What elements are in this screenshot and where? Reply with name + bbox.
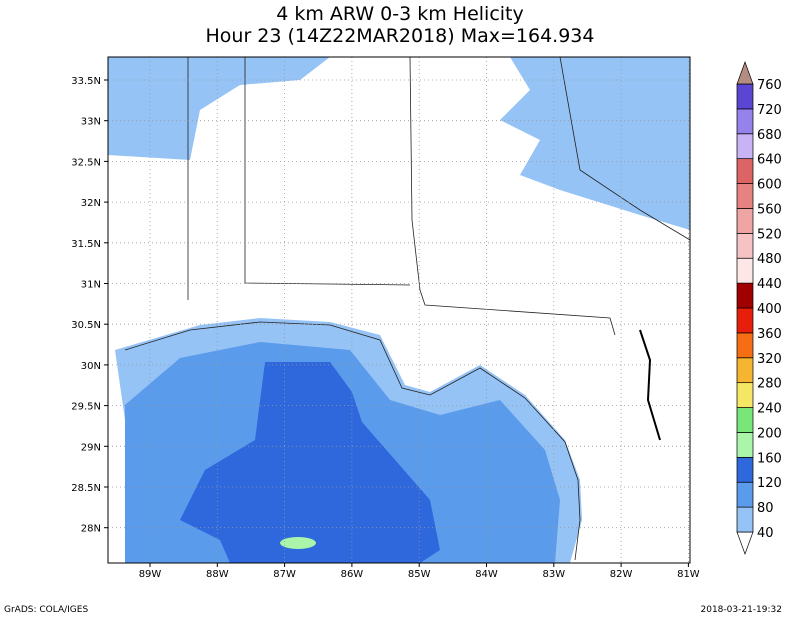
frame: [107, 56, 691, 564]
colorbar-label: 360: [757, 327, 782, 342]
colorbar-label: 560: [757, 202, 782, 217]
colorbar-label: 240: [757, 402, 782, 417]
lat-label: 29N: [81, 442, 101, 453]
lon-label: 87W: [273, 569, 296, 580]
lon-label: 86W: [341, 569, 364, 580]
colorbar-box: [736, 432, 754, 458]
lat-label: 30N: [81, 361, 101, 372]
lat-label: 32.5N: [71, 157, 101, 168]
lat-label: 30.5N: [71, 320, 101, 331]
colorbar-box: [736, 407, 754, 433]
colorbar-box: [736, 232, 754, 259]
colorbar: 40 80 120 160 200 240 280 320 360 400 440 480 520 560…: [736, 60, 782, 556]
lat-label: 31.5N: [71, 239, 101, 250]
colorbar-box: [736, 158, 754, 184]
shade-ne: [500, 57, 690, 230]
colorbar-box: [736, 506, 754, 533]
borders: [124, 56, 691, 561]
lat-label: 28N: [81, 524, 101, 535]
lon-label: 85W: [408, 569, 431, 580]
colorbar-label: 400: [757, 302, 782, 317]
lon-label: 88W: [206, 569, 229, 580]
colorbar-label: 760: [757, 78, 782, 93]
footer-left: GrADS: COLA/IGES: [4, 605, 88, 615]
lat-label: 32N: [81, 198, 101, 209]
shade-max: [280, 537, 316, 549]
lon-label: 82W: [610, 569, 633, 580]
colorbar-box: [736, 208, 754, 234]
colorbar-box: [736, 456, 754, 483]
colorbar-label: 720: [757, 103, 782, 118]
colorbar-box: [736, 282, 754, 309]
lat-label: 28.5N: [71, 483, 101, 494]
shade-core: [180, 362, 440, 563]
colorbar-box: [736, 183, 754, 209]
colorbar-label: 680: [757, 128, 782, 143]
lon-label: 81W: [677, 569, 700, 580]
river: [639, 329, 661, 441]
graticule: [108, 57, 690, 563]
colorbar-label: 640: [757, 153, 782, 168]
colorbar-high: [736, 60, 754, 85]
colorbar-box: [736, 257, 754, 284]
colorbar-box: [736, 108, 754, 135]
colorbar-label: 160: [757, 451, 782, 466]
subtitle: Hour 23 (14Z22MAR2018) Max=164.934: [206, 25, 595, 47]
lat-label: 33.5N: [71, 76, 101, 87]
colorbar-label: 600: [757, 178, 782, 193]
colorbar-box: [736, 133, 754, 160]
lon-label: 89W: [139, 569, 162, 580]
colorbar-low: [736, 531, 754, 556]
lon-label: 84W: [475, 569, 498, 580]
colorbar-box: [736, 307, 754, 334]
footer-right: 2018-03-21-19:32: [701, 605, 783, 615]
colorbar-label: 280: [757, 377, 782, 392]
colorbar-label: 320: [757, 352, 782, 367]
colorbar-label: 80: [757, 501, 774, 516]
colorbar-label: 520: [757, 227, 782, 242]
colorbar-label: 120: [757, 476, 782, 491]
map: [107, 56, 691, 564]
lat-label: 33N: [81, 117, 101, 128]
lat-label: 29.5N: [71, 402, 101, 413]
colorbar-box: [736, 382, 754, 408]
colorbar-box: [736, 357, 754, 384]
colorbar-box: [736, 481, 754, 508]
colorbar-box: [736, 332, 754, 359]
title: 4 km ARW 0-3 km Helicity: [276, 3, 524, 25]
shade-nw: [108, 57, 330, 160]
lon-label: 83W: [542, 569, 565, 580]
colorbar-box: [736, 83, 754, 110]
colorbar-label: 200: [757, 426, 782, 441]
lat-label: 31N: [81, 280, 101, 291]
axes: 33.5N 33N 32.5N 32N 31.5N 31N 30.5N 30N 29.5N 29N…: [71, 76, 700, 580]
colorbar-label: 480: [757, 252, 782, 267]
colorbar-label: 440: [757, 277, 782, 292]
colorbar-label: 40: [757, 526, 774, 541]
